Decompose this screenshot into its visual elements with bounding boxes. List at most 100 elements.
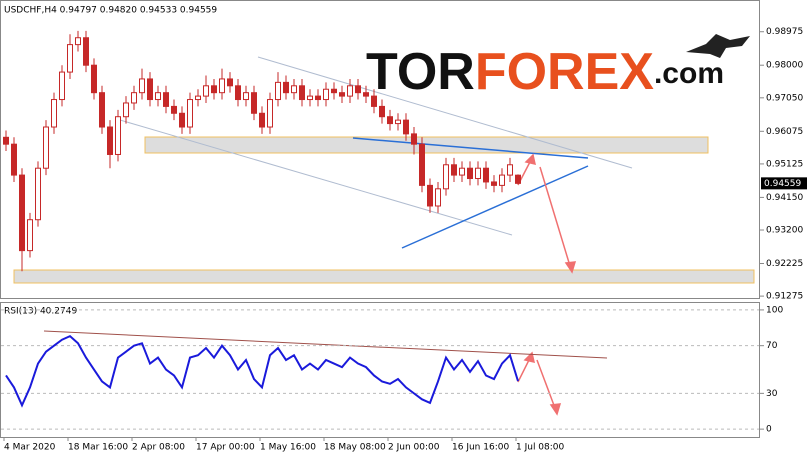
candle-body	[251, 92, 257, 114]
candle-body	[147, 78, 153, 101]
candle-body	[443, 164, 449, 190]
candle-body	[75, 37, 81, 46]
candle-body	[483, 167, 489, 183]
channel-line	[257, 56, 633, 169]
candle-body	[179, 112, 185, 128]
x-tick-label: 16 Jun 16:00	[452, 443, 509, 453]
rsi-title: RSI(13) 40.2749	[4, 307, 77, 317]
y-tick-label: 0.95125	[766, 159, 803, 169]
candle-body	[411, 133, 417, 145]
candle-body	[131, 92, 137, 104]
y-tick-label: 70	[766, 341, 778, 351]
candle-body	[83, 37, 89, 66]
y-tick-label: 0.97050	[766, 93, 803, 103]
last-price-label: 0.94559	[764, 179, 801, 189]
candle-body	[235, 85, 241, 101]
candle-body	[491, 181, 497, 186]
candle-body	[195, 95, 201, 101]
y-tick-label: 0.94150	[766, 193, 803, 203]
y-tick-label: 0.96075	[766, 127, 803, 137]
x-tick-label: 18 Mar 16:00	[68, 443, 128, 453]
candle-body	[283, 81, 289, 94]
x-tick-label: 1 May 16:00	[260, 443, 316, 453]
x-tick-label: 2 Jun 00:00	[388, 443, 440, 453]
candle-body	[467, 167, 473, 180]
candle-body	[43, 126, 49, 169]
x-tick-label: 1 Jul 08:00	[516, 443, 565, 453]
candle-body	[107, 126, 113, 155]
candle-body	[323, 88, 329, 101]
candle-body	[291, 85, 297, 94]
candle-body	[243, 92, 249, 101]
candle-body	[299, 85, 305, 101]
trend-line	[401, 165, 589, 249]
candle-body	[339, 92, 345, 97]
candle-body	[515, 174, 521, 184]
candle-body	[211, 85, 217, 94]
rsi-line	[5, 334, 519, 408]
logo-part: TOR	[366, 43, 475, 101]
y-tick-label: 30	[766, 389, 778, 399]
y-tick-label: 0.98000	[766, 61, 803, 71]
candle-body	[379, 105, 385, 118]
candle-body	[347, 85, 353, 97]
candle-body	[155, 92, 161, 101]
candle-body	[475, 167, 481, 180]
y-tick-label: 0	[766, 425, 772, 435]
candle-body	[275, 81, 281, 101]
candle-body	[355, 85, 361, 94]
candle-body	[171, 105, 177, 114]
candle-body	[267, 99, 273, 128]
x-tick-label: 18 May 08:00	[324, 443, 386, 453]
candle-body	[427, 184, 433, 207]
candle-body	[219, 78, 225, 94]
candle-body	[315, 95, 321, 101]
candle-body	[435, 188, 441, 207]
candle-body	[363, 92, 369, 97]
candle-body	[387, 116, 393, 125]
y-tick-label: 0.91275	[766, 292, 803, 302]
candle-body	[507, 164, 513, 176]
y-tick-label: 0.98975	[766, 27, 803, 37]
candle-body	[395, 119, 401, 125]
logo: TORFOREX.com	[366, 34, 750, 101]
candle-body	[259, 112, 265, 128]
x-tick-label: 17 Apr 00:00	[196, 443, 255, 453]
candle-body	[499, 174, 505, 186]
candle-body	[331, 88, 337, 94]
logo-part: .com	[654, 57, 724, 90]
logo-text: TORFOREX.com	[366, 43, 724, 101]
candle-body	[227, 78, 233, 87]
trend-line	[352, 137, 589, 159]
candle-body	[67, 44, 73, 73]
candle-body	[203, 85, 209, 97]
candle-body	[19, 174, 25, 252]
support-zone	[13, 269, 755, 284]
candle-body	[451, 164, 457, 176]
candle-body	[59, 71, 65, 101]
candle-body	[123, 102, 129, 118]
candle-body	[307, 95, 313, 101]
candle-body	[139, 78, 145, 94]
candle-body	[403, 119, 409, 135]
logo-part: FOREX	[475, 43, 654, 101]
y-tick-label: 0.92225	[766, 259, 803, 269]
candle-body	[419, 143, 425, 186]
rsi-trend-line	[43, 330, 608, 359]
candle-body	[187, 99, 193, 128]
candle-body	[115, 116, 121, 155]
x-tick-label: 4 Mar 2020	[4, 443, 56, 453]
y-tick-label: 100	[766, 305, 783, 315]
candle-body	[99, 92, 105, 128]
x-tick-label: 2 Apr 08:00	[132, 443, 185, 453]
forecast-arrows	[517, 153, 577, 416]
candle-body	[91, 64, 97, 94]
y-tick-label: 0.93200	[766, 226, 803, 236]
last-price-box	[761, 177, 807, 190]
logo-icon	[686, 34, 750, 58]
candle-body	[3, 136, 9, 145]
candle-body	[51, 99, 57, 128]
candle-body	[27, 219, 33, 252]
channel-line	[119, 119, 513, 236]
